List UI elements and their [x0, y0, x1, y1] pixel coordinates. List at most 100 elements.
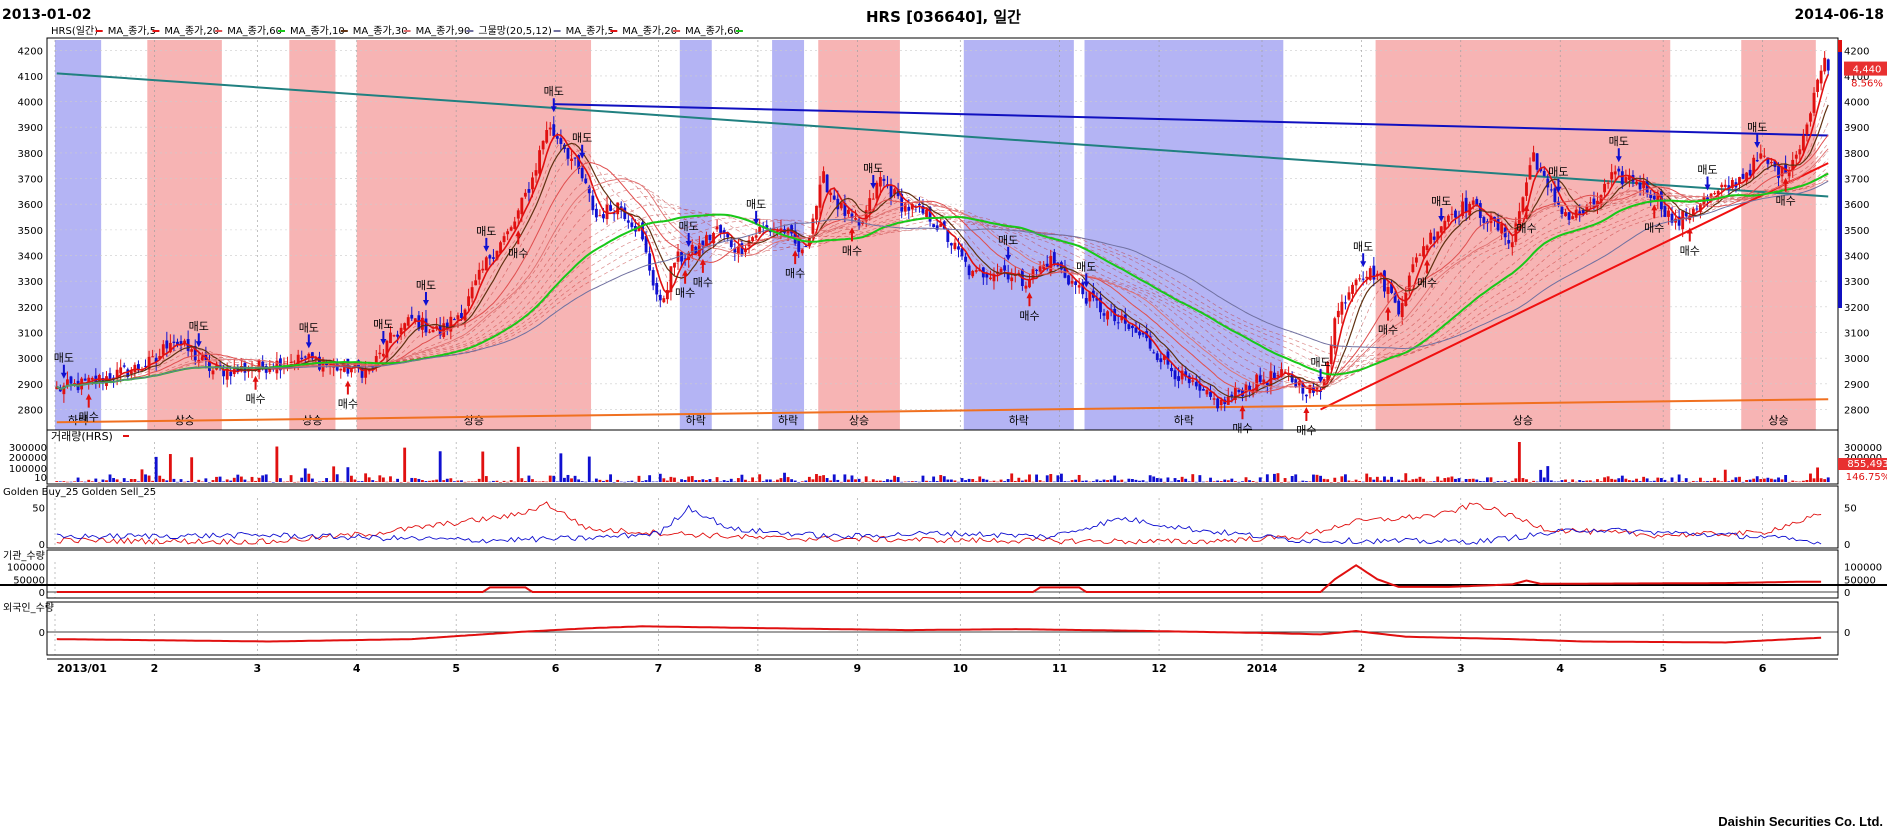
- volume-bar: [1074, 479, 1078, 482]
- volume-bar: [1560, 480, 1564, 482]
- candle-body: [1592, 198, 1596, 205]
- candle-body: [669, 266, 673, 293]
- candle-body: [190, 349, 194, 352]
- volume-bar: [1486, 477, 1489, 482]
- foreign-tick-right: 0: [1844, 628, 1850, 639]
- volume-bar: [563, 477, 566, 482]
- candle-body: [1354, 279, 1358, 286]
- volume-bar: [513, 481, 517, 483]
- volume-bar: [1624, 478, 1628, 482]
- volume-bar: [410, 477, 414, 482]
- volume-bar: [1713, 477, 1717, 482]
- volume-bar: [367, 477, 371, 482]
- candle-body: [1386, 287, 1390, 294]
- volume-bar: [1251, 481, 1255, 482]
- candle-body: [1578, 211, 1582, 214]
- volume-bar: [697, 480, 701, 482]
- volume-bar: [928, 481, 932, 482]
- candle-body: [1102, 313, 1106, 316]
- candle-body: [1407, 275, 1411, 290]
- candle-body: [1344, 302, 1347, 304]
- candle-body: [758, 226, 762, 234]
- candle-body: [129, 370, 133, 374]
- candle-body: [1596, 200, 1599, 207]
- volume-bar: [875, 480, 879, 482]
- candle-body: [392, 335, 396, 337]
- candle-body: [1454, 210, 1457, 218]
- candle-body: [1230, 394, 1234, 397]
- volume-bar: [1312, 474, 1315, 482]
- volume-bar: [733, 481, 737, 483]
- price-tick-right: 3200: [1844, 303, 1869, 314]
- sell-label: 매도: [998, 234, 1018, 247]
- candle-body: [602, 214, 605, 219]
- volume-bar: [389, 476, 392, 482]
- volume-bar: [1628, 480, 1631, 482]
- candle-body: [350, 369, 353, 373]
- volume-bar: [754, 481, 758, 482]
- candle-body: [1500, 224, 1504, 234]
- candle-body: [1436, 231, 1440, 240]
- volume-bar: [800, 481, 804, 482]
- ma-line-30: [56, 148, 1829, 390]
- volume-bar: [1791, 480, 1795, 482]
- volume-bar: [374, 481, 378, 482]
- volume-bar: [960, 478, 964, 482]
- volume-bar: [1638, 481, 1642, 482]
- candle-body: [921, 206, 925, 214]
- candle-body: [523, 192, 527, 197]
- candle-body: [974, 270, 978, 272]
- volume-bar: [786, 477, 790, 482]
- volume-bar: [925, 480, 928, 482]
- volume-bar: [1613, 479, 1617, 482]
- volume-bar: [825, 478, 829, 482]
- volume-bar: [392, 481, 396, 483]
- candle-body: [1049, 255, 1053, 272]
- volume-bar: [1226, 480, 1230, 482]
- candle-body: [925, 209, 928, 217]
- price-tick-left: 4100: [18, 72, 43, 83]
- sell-arrow: [1360, 253, 1367, 268]
- candle-body: [1628, 175, 1631, 181]
- candle-body: [733, 248, 737, 253]
- buy-label: 매수: [245, 393, 265, 406]
- volume-bar: [80, 481, 84, 482]
- candle-body: [1372, 265, 1376, 280]
- x-tick-label: 3: [254, 662, 262, 675]
- buy-arrow: [515, 230, 522, 245]
- volume-bar: [208, 481, 211, 483]
- candle-body: [1081, 282, 1085, 295]
- candle-body: [101, 378, 105, 384]
- candle-body: [1237, 389, 1241, 393]
- candle-body: [1482, 217, 1486, 223]
- price-tick-right: 3500: [1844, 226, 1869, 237]
- buy-arrow: [792, 250, 799, 265]
- candle-body: [1755, 159, 1759, 162]
- volume-bar: [73, 481, 76, 482]
- zone-label: 하락: [1009, 413, 1029, 427]
- price-tick-left: 2800: [18, 405, 43, 416]
- candle-body: [598, 215, 602, 217]
- volume-bar: [1439, 480, 1443, 482]
- volume-bar: [726, 480, 730, 482]
- volume-bar: [1340, 476, 1344, 482]
- price-tick-right: 3000: [1844, 354, 1869, 365]
- sell-arrow: [1754, 133, 1761, 148]
- candle-body: [896, 189, 900, 197]
- volume-bar: [105, 480, 108, 482]
- candle-body: [1581, 209, 1585, 214]
- panel-frame: [46, 549, 1839, 599]
- buy-label: 매수: [1516, 222, 1536, 235]
- right-volume-bar: [1838, 48, 1842, 308]
- volume-bar: [140, 469, 144, 482]
- candle-body: [1770, 162, 1773, 164]
- panel-frame: [46, 601, 1839, 656]
- candle-body: [389, 332, 392, 344]
- sell-arrow: [305, 334, 312, 349]
- volume-bar: [907, 481, 911, 482]
- candle-body: [609, 205, 612, 211]
- candle-body: [1162, 355, 1166, 360]
- sell-arrow: [1555, 178, 1562, 193]
- zone-label: 상승: [1513, 414, 1533, 427]
